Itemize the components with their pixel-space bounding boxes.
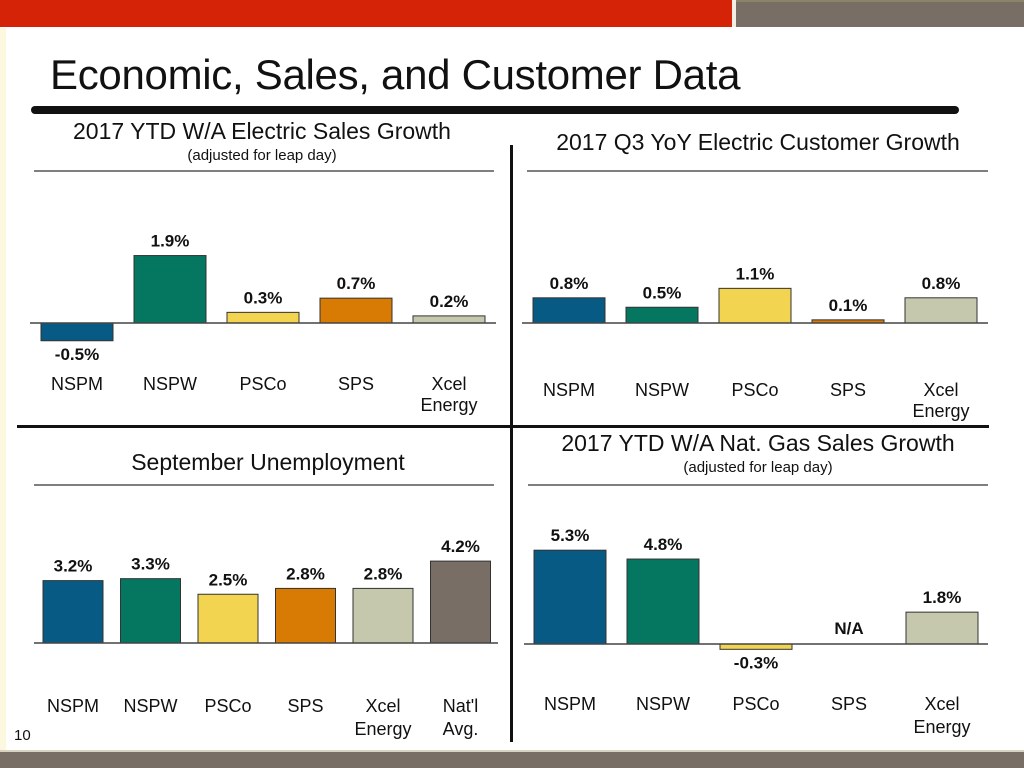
vertical-divider — [510, 145, 513, 742]
category-label: NSPM — [47, 696, 99, 716]
bar-nspm — [42, 580, 104, 644]
bar-nspm — [40, 322, 114, 342]
data-label: 0.8% — [922, 274, 961, 293]
bar-nspm — [532, 297, 606, 324]
data-label: 3.3% — [131, 555, 170, 574]
data-label: -0.5% — [55, 345, 99, 364]
gas-sales-growth-title: 2017 YTD W/A Nat. Gas Sales Growth — [561, 430, 954, 456]
bar-nat-l-avg- — [430, 560, 491, 644]
data-label: 5.3% — [551, 526, 590, 545]
data-label: 0.8% — [550, 274, 589, 293]
category-label: PSCo — [732, 694, 779, 714]
category-label: NSPM — [543, 380, 595, 400]
category-label: NSPM — [51, 374, 103, 394]
chart-september-unemployment: September Unemployment 3.2% NSPM 3.3% NSPW 2.… — [34, 449, 498, 739]
page-number: 10 — [14, 727, 31, 744]
data-label: 0.7% — [337, 274, 376, 293]
bar-xcel-energy — [412, 315, 486, 324]
data-label: 0.2% — [430, 292, 469, 311]
category-label: NSPM — [544, 694, 596, 714]
category-label: Energy — [912, 401, 969, 421]
category-label: Energy — [913, 717, 970, 737]
gas-sales-growth-subtitle: (adjusted for leap day) — [683, 459, 832, 476]
data-label: 2.8% — [286, 564, 325, 583]
category-label: PSCo — [204, 696, 251, 716]
bar-xcel-energy — [905, 611, 979, 645]
data-label-na: N/A — [834, 619, 863, 638]
category-label: Xcel — [431, 374, 466, 394]
chart-electric-sales-growth: 2017 YTD W/A Electric Sales Growth (adjus… — [30, 118, 496, 415]
bar-psco — [226, 311, 300, 324]
electric-customer-growth-title: 2017 Q3 YoY Electric Customer Growth — [556, 129, 960, 155]
bar-sps — [275, 587, 336, 644]
data-label: 4.8% — [644, 535, 683, 554]
category-label: Xcel — [365, 696, 400, 716]
data-label: 0.3% — [244, 288, 283, 307]
category-label: Energy — [354, 719, 411, 739]
bar-psco — [718, 287, 792, 324]
data-label: 0.5% — [643, 283, 682, 302]
data-label: 4.2% — [441, 537, 480, 556]
electric-sales-growth-title: 2017 YTD W/A Electric Sales Growth — [73, 118, 451, 144]
bar-nspw — [120, 578, 181, 644]
bar-nspw — [625, 306, 699, 324]
bar-xcel-energy — [352, 587, 414, 644]
bar-xcel-energy — [904, 297, 978, 324]
category-label: Nat'l — [443, 696, 478, 716]
electric-sales-growth-subtitle: (adjusted for leap day) — [187, 147, 336, 164]
chart-gas-sales-growth: 2017 YTD W/A Nat. Gas Sales Growth (adjus… — [524, 430, 988, 737]
data-label: 1.9% — [151, 232, 190, 251]
category-label: NSPW — [143, 374, 197, 394]
category-label: Xcel — [924, 694, 959, 714]
data-label: 1.1% — [736, 264, 775, 283]
data-label: 2.8% — [364, 564, 403, 583]
bar-psco — [197, 593, 259, 644]
category-label: SPS — [830, 380, 866, 400]
data-label: 1.8% — [923, 588, 962, 607]
header-bar-gap — [732, 0, 736, 27]
category-label: PSCo — [239, 374, 286, 394]
category-label: SPS — [338, 374, 374, 394]
header-gray-bar — [736, 0, 1024, 27]
category-label: SPS — [831, 694, 867, 714]
bar-sps — [319, 297, 393, 324]
bar-nspw — [626, 558, 700, 645]
category-label: NSPW — [124, 696, 178, 716]
chart-electric-customer-growth: 2017 Q3 YoY Electric Customer Growth 0.8%… — [522, 129, 988, 421]
category-label: NSPW — [635, 380, 689, 400]
data-label: -0.3% — [734, 653, 778, 672]
category-label: Energy — [420, 395, 477, 415]
header-red-bar — [0, 0, 732, 27]
title-rule — [31, 106, 959, 114]
left-edge-accent — [0, 28, 6, 752]
horizontal-divider — [17, 425, 989, 428]
page-title: Economic, Sales, and Customer Data — [50, 51, 741, 98]
category-label: Avg. — [443, 719, 479, 739]
bar-nspm — [533, 549, 607, 645]
data-label: 0.1% — [829, 296, 868, 315]
category-label: NSPW — [636, 694, 690, 714]
bar-nspw — [133, 255, 207, 324]
data-label: 2.5% — [209, 570, 248, 589]
category-label: SPS — [287, 696, 323, 716]
category-label: PSCo — [731, 380, 778, 400]
bar-psco — [719, 643, 793, 650]
data-label: 3.2% — [54, 557, 93, 576]
footer-bar — [0, 750, 1024, 768]
september-unemployment-title: September Unemployment — [131, 449, 405, 475]
category-label: Xcel — [923, 380, 958, 400]
